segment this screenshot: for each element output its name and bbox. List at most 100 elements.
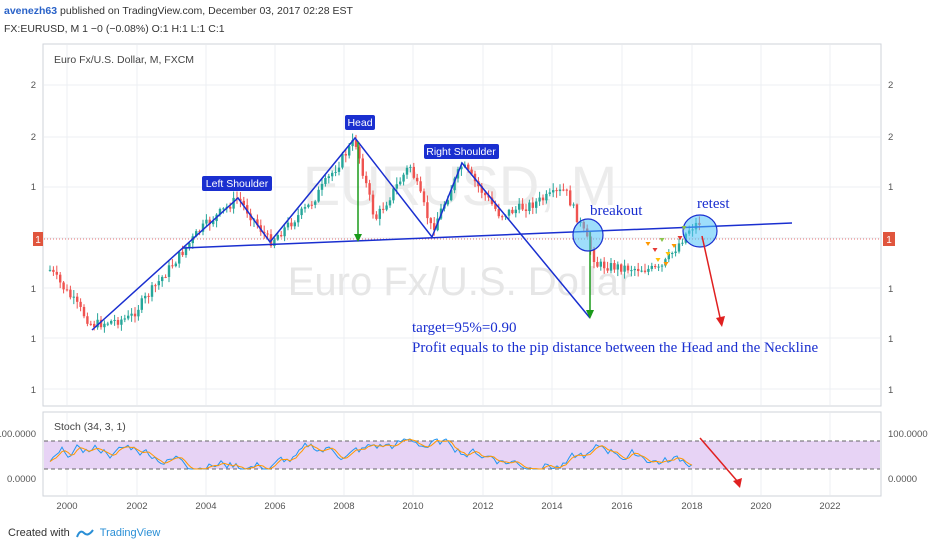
- right-shoulder-box: [424, 144, 499, 159]
- stoch-label-100-left: 100.0000: [0, 429, 36, 440]
- price-tag-left-text: 1: [35, 235, 41, 246]
- candle-body: [392, 188, 395, 201]
- candle-body: [460, 166, 463, 170]
- candle-body: [565, 189, 568, 191]
- grid-lines: [44, 45, 880, 495]
- candle-body: [232, 197, 235, 209]
- candle-body: [123, 318, 126, 320]
- candle-body: [382, 208, 385, 210]
- candle-body: [603, 261, 606, 269]
- candle-body: [263, 231, 266, 234]
- candle-body: [65, 289, 69, 291]
- candle-body: [552, 190, 555, 193]
- candle-body: [164, 276, 167, 278]
- time-axis-label: 2010: [402, 501, 423, 512]
- candle-body: [405, 167, 409, 175]
- time-axis-label: 2018: [681, 501, 702, 512]
- candle-body: [596, 261, 599, 267]
- tradingview-brand[interactable]: TradingView: [99, 527, 161, 539]
- candle-body: [147, 295, 150, 297]
- candle-body: [623, 265, 626, 272]
- candle-body: [89, 323, 92, 325]
- price-label-left: 2: [31, 132, 36, 143]
- head-and-shoulders-outline[interactable]: [91, 136, 591, 331]
- time-axis-label: 2016: [611, 501, 632, 512]
- candle-body: [671, 253, 674, 255]
- stoch-band: [44, 441, 880, 469]
- candle-body: [181, 251, 184, 256]
- candle-body: [385, 205, 388, 210]
- price-label-left: 1: [31, 334, 36, 345]
- price-tag-right-text: 1: [886, 235, 892, 246]
- candle-body: [521, 203, 524, 210]
- chart-legend: Euro Fx/U.S. Dollar, M, FXCM: [54, 54, 194, 66]
- candle-body: [497, 208, 500, 217]
- breakout-label: breakout: [590, 203, 643, 219]
- author-link[interactable]: avenezh63: [4, 5, 58, 17]
- candle-body: [154, 285, 157, 287]
- candle-body: [616, 264, 619, 270]
- candle-body: [52, 269, 55, 272]
- candle-body: [650, 265, 653, 269]
- candle-body: [297, 215, 300, 223]
- signal-marker-icon: [677, 236, 683, 240]
- candle-body: [446, 200, 449, 205]
- candle-body: [657, 266, 660, 268]
- candle-body: [609, 263, 613, 271]
- candle-body: [375, 214, 378, 219]
- candle-body: [511, 209, 514, 214]
- candle-body: [310, 204, 313, 206]
- price-label-right: 1: [888, 182, 893, 193]
- candle-body: [416, 177, 419, 182]
- price-tag-right: [883, 232, 895, 246]
- watermark-symbol: EURUSD, M: [303, 154, 617, 217]
- retest-circle: [682, 214, 718, 248]
- arrow-head-icon: [354, 234, 362, 242]
- candle-body: [395, 184, 398, 189]
- candle-body: [286, 222, 290, 228]
- candle-body: [473, 173, 477, 182]
- candle-body: [484, 192, 487, 196]
- candle-body: [317, 189, 320, 202]
- candle-body: [171, 265, 174, 267]
- candle-body: [208, 219, 211, 225]
- candle-body: [429, 218, 432, 224]
- published-text: published on TradingView.com, December 0…: [60, 5, 353, 17]
- candle-body: [620, 264, 623, 272]
- candle-body: [378, 208, 381, 219]
- candle-body: [470, 169, 473, 174]
- candle-body: [195, 231, 198, 237]
- candle-body: [300, 208, 303, 216]
- projection-arrow: [701, 235, 722, 323]
- signal-marker-icon: [681, 226, 687, 230]
- candle-body: [371, 194, 375, 215]
- time-axis-label: 2000: [56, 501, 77, 512]
- candle-body: [99, 319, 103, 328]
- time-axis[interactable]: 2000 2002 2004 2006 2008 2010 2012 2014 2016 2018…: [56, 501, 840, 512]
- head-box: [345, 115, 375, 130]
- candle-body: [365, 175, 368, 184]
- candle-body: [606, 268, 609, 271]
- candle-body: [535, 201, 538, 208]
- price-label-right: 2: [888, 132, 893, 143]
- candle-body: [127, 315, 130, 319]
- candle-body: [93, 323, 96, 328]
- symbol-ohlc-line: FX:EURUSD, M 1 −0 (−0.08%) O:1 H:1 L:1 C…: [4, 23, 225, 35]
- profit-note: Profit equals to the pip distance betwee…: [412, 340, 818, 356]
- candle-body: [555, 190, 558, 192]
- candle-body: [674, 251, 677, 254]
- candle-body: [630, 270, 633, 272]
- time-axis-label: 2006: [264, 501, 285, 512]
- price-label-left: 1: [31, 385, 36, 396]
- candle-body: [422, 191, 426, 203]
- candle-body: [273, 239, 276, 246]
- candle-body: [351, 140, 354, 147]
- candle-body: [402, 174, 405, 182]
- candle-body: [55, 271, 58, 275]
- candle-body: [246, 205, 249, 214]
- candle-body: [545, 193, 548, 201]
- candle-body: [426, 202, 429, 219]
- price-label-left: 1: [31, 284, 36, 295]
- candle-body: [324, 178, 327, 184]
